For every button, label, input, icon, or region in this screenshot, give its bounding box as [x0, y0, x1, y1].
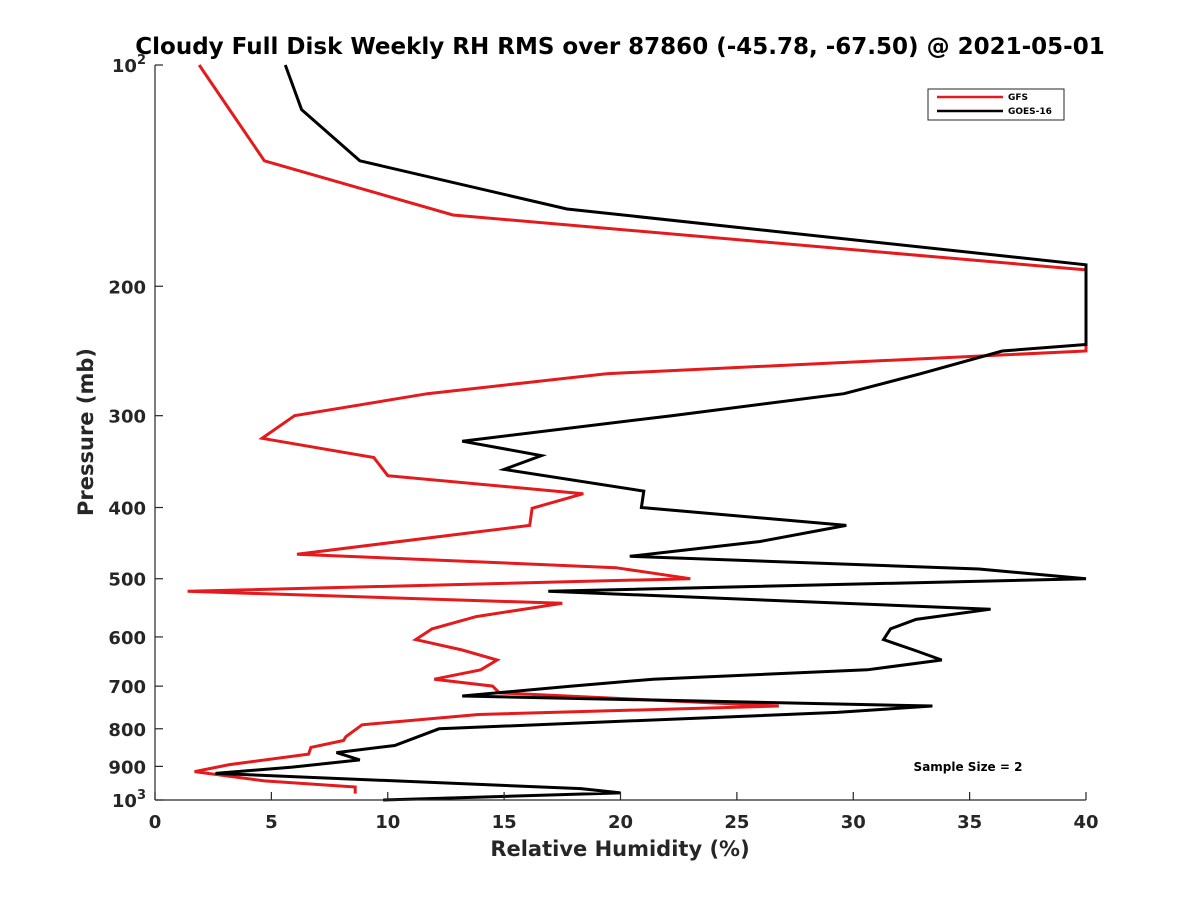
legend-label-goes16: GOES-16 [1008, 107, 1052, 117]
x-tick-label: 10 [375, 812, 400, 833]
y-tick-label: 102 [112, 53, 146, 77]
legend-label-gfs: GFS [1008, 93, 1028, 103]
y-tick-label: 600 [108, 628, 146, 649]
series-layer [187, 64, 1088, 802]
y-axis-ticks: 102 200 300 400 500 600 700 800 900 103 [108, 53, 163, 812]
y-tick-label: 900 [108, 757, 146, 778]
series-line-gfs [187, 64, 1088, 794]
y-tick-label: 700 [108, 677, 146, 698]
y-axis-label: Pressure (mb) [74, 348, 98, 516]
y-tick-label: 200 [108, 277, 146, 298]
x-tick-label: 5 [265, 812, 278, 833]
legend-box [927, 88, 1065, 121]
x-tick-label: 20 [608, 812, 633, 833]
y-tick-label: 300 [108, 407, 146, 428]
x-axis-label: Relative Humidity (%) [490, 837, 749, 861]
chart-title: Cloudy Full Disk Weekly RH RMS over 8786… [135, 34, 1104, 60]
series-line-goes16 [215, 64, 1088, 802]
sample-size-annotation: Sample Size = 2 [914, 760, 1023, 774]
y-tick-label: 103 [112, 788, 146, 812]
y-tick-label: 500 [108, 570, 146, 591]
y-tick-label: 800 [108, 720, 146, 741]
x-tick-label: 30 [841, 812, 866, 833]
y-tick-label: 400 [108, 499, 146, 520]
x-tick-label: 35 [957, 812, 982, 833]
x-tick-label: 40 [1073, 812, 1098, 833]
x-tick-label: 25 [724, 812, 749, 833]
legend: GFS GOES-16 [927, 88, 1065, 121]
x-tick-label: 15 [492, 812, 517, 833]
x-axis-ticks: 0 5 10 15 20 25 30 35 40 [149, 792, 1099, 833]
x-tick-label: 0 [149, 812, 162, 833]
